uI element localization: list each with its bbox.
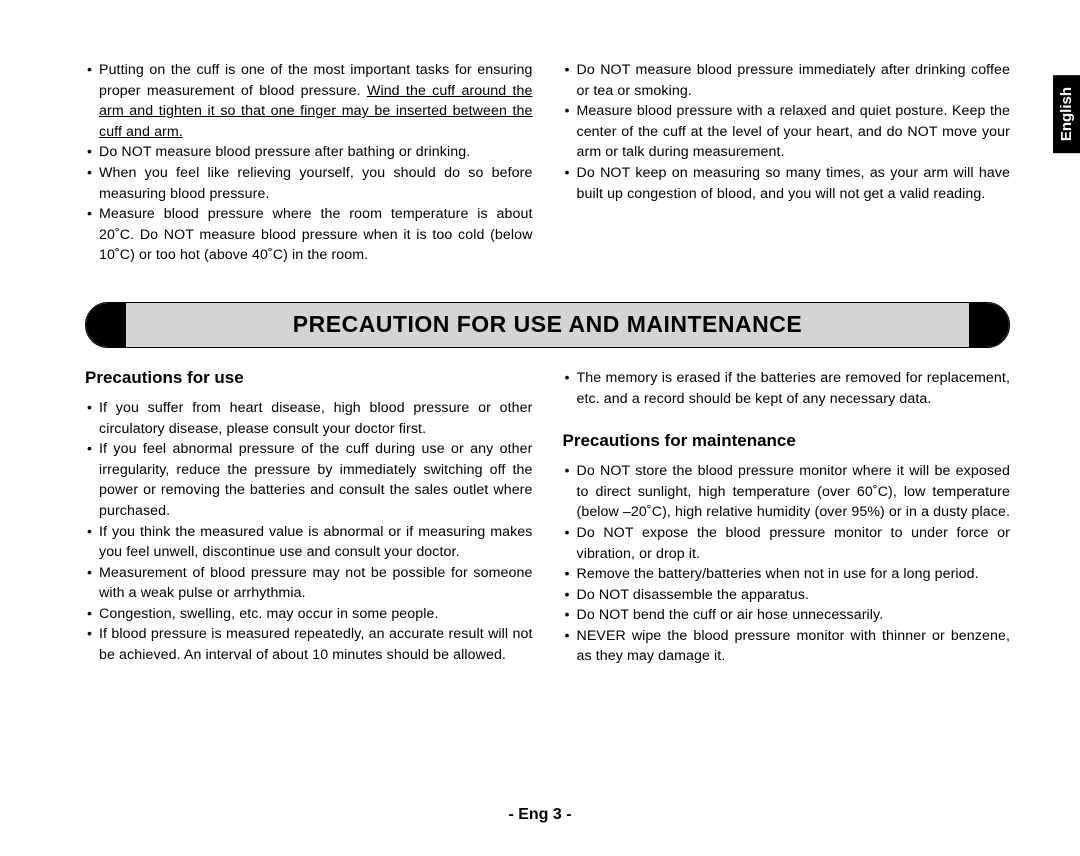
list-item: NEVER wipe the blood pressure monitor wi… [563,626,1011,667]
banner-title: PRECAUTION FOR USE AND MAINTENANCE [126,303,969,347]
page-number: - Eng 3 - [0,806,1080,824]
list-item: If you suffer from heart disease, high b… [85,398,533,439]
bottom-right-column: The memory is erased if the batteries ar… [563,368,1011,667]
list-item: Remove the battery/batteries when not in… [563,564,1011,585]
top-right-column: Do NOT measure blood pressure immediatel… [563,60,1011,266]
list-item: Measure blood pressure where the room te… [85,204,533,266]
section-banner: PRECAUTION FOR USE AND MAINTENANCE [85,302,1010,348]
banner-cap-left [86,303,126,347]
list-item: Do NOT disassemble the apparatus. [563,585,1011,606]
language-tab: English [1053,75,1080,153]
list-item: Measure blood pressure with a relaxed an… [563,101,1011,163]
list-item: If blood pressure is measured repeatedly… [85,624,533,665]
bullet-list: If you suffer from heart disease, high b… [85,398,533,666]
banner-cap-right [969,303,1009,347]
bullet-list: Do NOT measure blood pressure immediatel… [563,60,1011,204]
subsection-heading-maintenance: Precautions for maintenance [563,431,1011,451]
list-item: Putting on the cuff is one of the most i… [85,60,533,142]
list-item: Congestion, swelling, etc. may occur in … [85,604,533,625]
bottom-section: Precautions for use If you suffer from h… [85,368,1010,667]
list-item: Do NOT measure blood pressure after bath… [85,142,533,163]
list-item: If you feel abnormal pressure of the cuf… [85,439,533,521]
bullet-list: Putting on the cuff is one of the most i… [85,60,533,266]
list-item: Do NOT measure blood pressure immediatel… [563,60,1011,101]
top-left-column: Putting on the cuff is one of the most i… [85,60,533,266]
bottom-left-column: Precautions for use If you suffer from h… [85,368,533,667]
list-item: The memory is erased if the batteries ar… [563,368,1011,409]
list-item: Do NOT bend the cuff or air hose unneces… [563,605,1011,626]
list-item: If you think the measured value is abnor… [85,522,533,563]
list-item: When you feel like relieving yourself, y… [85,163,533,204]
list-item: Measurement of blood pressure may not be… [85,563,533,604]
subsection-heading-use: Precautions for use [85,368,533,388]
bullet-list: Do NOT store the blood pressure monitor … [563,461,1011,667]
top-section: Putting on the cuff is one of the most i… [85,60,1010,266]
list-item: Do NOT keep on measuring so many times, … [563,163,1011,204]
list-item: Do NOT expose the blood pressure monitor… [563,523,1011,564]
list-item: Do NOT store the blood pressure monitor … [563,461,1011,523]
bullet-list: The memory is erased if the batteries ar… [563,368,1011,409]
